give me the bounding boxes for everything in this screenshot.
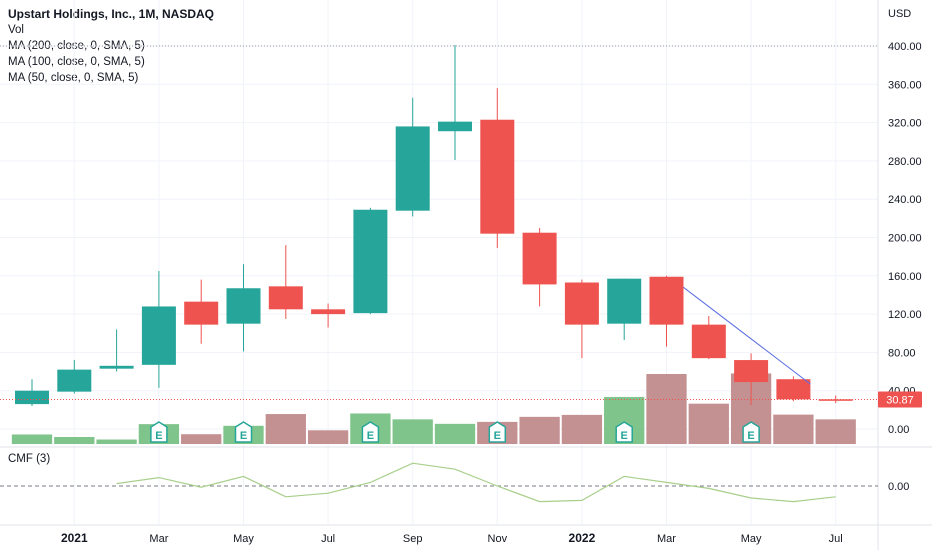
- price-tick-label: 280.00: [888, 156, 922, 168]
- price-tick-label: 200.00: [888, 233, 922, 245]
- time-tick-label: Nov: [488, 533, 508, 545]
- candle-body: [311, 309, 346, 315]
- candle-body: [57, 369, 92, 392]
- volume-bar: [307, 430, 349, 444]
- volume-bar: [561, 414, 603, 444]
- price-tick-label: 360.00: [888, 79, 922, 91]
- time-tick-label: Jul: [829, 533, 843, 545]
- candle-body: [99, 365, 134, 369]
- time-tick-label: Sep: [403, 533, 423, 545]
- earnings-marker-shape: [488, 421, 507, 443]
- last-price-badge: [878, 391, 922, 408]
- candle-body: [226, 288, 261, 324]
- candle-body: [480, 119, 515, 234]
- candle-body: [353, 209, 388, 314]
- price-tick-label: 120.00: [888, 309, 922, 321]
- volume-bars: [11, 373, 856, 444]
- price-tick-label: 80.00: [888, 347, 916, 359]
- candle-body: [649, 276, 684, 325]
- candle-body: [141, 306, 176, 365]
- earnings-marker-shape: [615, 421, 633, 443]
- price-tick-label: 320.00: [888, 118, 922, 130]
- candle-body: [438, 121, 472, 132]
- earnings-marker[interactable]: E: [361, 421, 380, 443]
- candlesticks: [15, 45, 853, 407]
- earnings-marker[interactable]: E: [742, 421, 760, 443]
- price-tick-label: 400.00: [888, 41, 922, 53]
- candle-body: [776, 379, 811, 400]
- candle-body: [522, 232, 557, 285]
- time-tick-label: 2022: [569, 531, 596, 545]
- symbol-title[interactable]: Upstart Holdings, Inc., 1M, NASDAQ: [8, 7, 215, 21]
- time-tick-label: Mar: [657, 533, 676, 545]
- price-tick-label: 0.00: [888, 424, 909, 436]
- earnings-marker-label: E: [621, 430, 628, 442]
- earnings-marker-label: E: [367, 430, 374, 442]
- candle-body: [734, 360, 769, 383]
- cmf-indicator-label[interactable]: CMF (3): [8, 453, 51, 465]
- time-axis[interactable]: 2021 Mar May Jul Sep Nov 2022 Mar May Jul: [61, 531, 843, 545]
- candle-body: [184, 301, 219, 325]
- earnings-marker[interactable]: E: [150, 421, 168, 443]
- price-axis[interactable]: USD0.0040.0080.00120.00160.00200.00240.0…: [878, 8, 922, 493]
- time-tick-label: Jul: [321, 533, 335, 545]
- legend-ma-100[interactable]: MA (100, close, 0, SMA, 5): [8, 56, 145, 68]
- earnings-marker-shape: [150, 421, 168, 443]
- earnings-marker-label: E: [155, 430, 162, 442]
- volume-bar: [54, 437, 95, 444]
- earnings-marker-label: E: [494, 430, 501, 442]
- cmf-pane: [0, 462, 878, 503]
- trendline[interactable]: [683, 286, 811, 385]
- chart-legend: Upstart Holdings, Inc., 1M, NASDAQ Vol M…: [8, 6, 214, 86]
- price-tick-label: 240.00: [888, 194, 922, 206]
- earnings-marker-shape: [742, 421, 760, 443]
- cmf-tick-label: 0.00: [888, 481, 909, 493]
- volume-bar: [265, 414, 306, 444]
- candle-body: [818, 399, 853, 401]
- time-tick-label: Mar: [149, 533, 168, 545]
- legend-ma-50[interactable]: MA (50, close, 0, SMA, 5): [8, 72, 139, 84]
- time-tick-label: May: [233, 533, 254, 545]
- candle-body: [395, 126, 430, 211]
- volume-bar: [181, 434, 222, 444]
- earnings-marker[interactable]: E: [488, 421, 507, 443]
- volume-bar: [392, 419, 433, 444]
- volume-bar: [96, 439, 137, 444]
- volume-bar: [434, 423, 476, 444]
- earnings-marker-label: E: [240, 430, 247, 442]
- candle-body: [691, 324, 726, 359]
- volume-bar: [11, 434, 53, 444]
- currency-label[interactable]: USD: [888, 8, 911, 20]
- time-tick-label: May: [741, 533, 762, 545]
- last-price-badge-label: 30.87: [886, 394, 914, 406]
- earnings-marker[interactable]: E: [615, 421, 633, 443]
- volume-bar: [815, 419, 856, 444]
- candle-body: [607, 278, 642, 324]
- price-tick-label: 160.00: [888, 271, 922, 283]
- earnings-marker-shape: [361, 421, 380, 443]
- earnings-marker-label: E: [747, 430, 754, 442]
- volume-bar: [519, 416, 560, 444]
- earnings-marker[interactable]: E: [234, 421, 253, 443]
- cmf-line: [116, 462, 836, 503]
- earnings-marker-shape: [234, 421, 253, 443]
- candle-body: [15, 390, 49, 405]
- candle-body: [268, 286, 303, 310]
- legend-vol[interactable]: Vol: [8, 24, 24, 36]
- volume-bar: [773, 414, 814, 444]
- candle-body: [564, 282, 599, 325]
- time-tick-label: 2021: [61, 531, 88, 545]
- volume-bar: [688, 403, 729, 444]
- chart-overlays: [0, 45, 878, 400]
- volume-bar: [646, 374, 687, 444]
